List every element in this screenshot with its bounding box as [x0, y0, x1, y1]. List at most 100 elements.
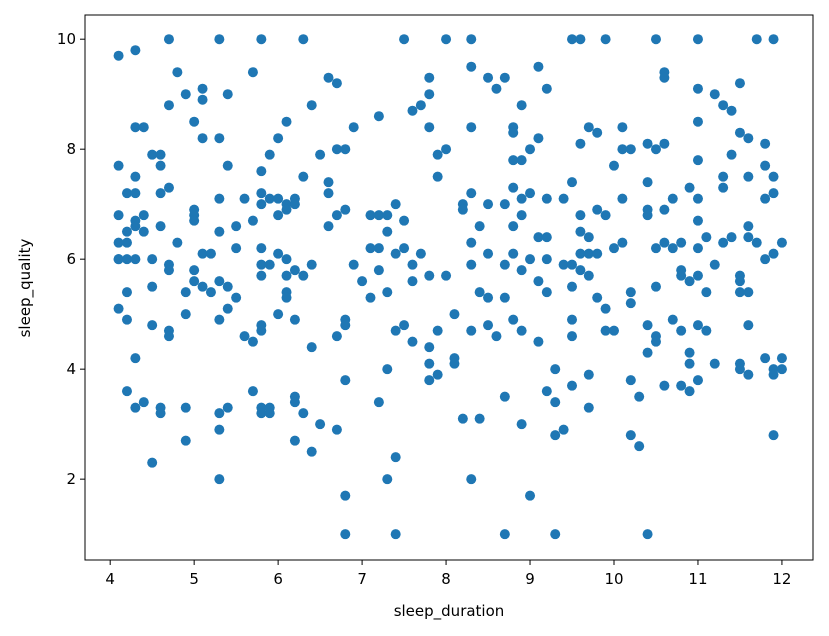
point — [113, 160, 124, 171]
point — [676, 270, 687, 281]
point — [466, 61, 477, 72]
point — [642, 320, 653, 331]
point — [189, 116, 200, 127]
point — [768, 248, 779, 259]
point — [113, 237, 124, 248]
point — [365, 292, 376, 303]
point — [483, 72, 494, 83]
point — [264, 149, 275, 160]
x-axis-label: sleep_duration — [394, 602, 505, 621]
point — [550, 430, 561, 441]
point — [205, 248, 216, 259]
point — [499, 259, 510, 270]
point — [407, 105, 418, 116]
point — [659, 72, 670, 83]
point — [390, 325, 401, 336]
point — [567, 380, 578, 391]
point — [541, 232, 552, 243]
point — [701, 232, 712, 243]
point — [424, 72, 435, 83]
point — [273, 248, 284, 259]
point — [625, 287, 636, 298]
point — [508, 182, 519, 193]
point — [331, 424, 342, 435]
point — [273, 210, 284, 221]
point — [743, 221, 754, 232]
point — [256, 325, 267, 336]
point — [197, 281, 208, 292]
point — [718, 182, 729, 193]
point — [214, 276, 225, 287]
point — [575, 265, 586, 276]
point — [147, 281, 158, 292]
point — [516, 210, 527, 221]
point — [583, 232, 594, 243]
point — [113, 50, 124, 61]
point — [608, 160, 619, 171]
point — [567, 259, 578, 270]
point — [667, 243, 678, 254]
point — [390, 452, 401, 463]
point — [567, 34, 578, 45]
point — [382, 287, 393, 298]
point — [348, 122, 359, 133]
point — [138, 122, 149, 133]
point — [575, 248, 586, 259]
point — [525, 490, 536, 501]
point — [592, 292, 603, 303]
point — [365, 210, 376, 221]
point — [474, 413, 485, 424]
point — [541, 287, 552, 298]
point — [491, 331, 502, 342]
point — [197, 248, 208, 259]
point — [247, 215, 258, 226]
point — [508, 155, 519, 166]
point — [743, 369, 754, 380]
point — [247, 336, 258, 347]
point — [155, 160, 166, 171]
point — [315, 419, 326, 430]
point — [768, 171, 779, 182]
point — [231, 221, 242, 232]
point — [340, 320, 351, 331]
point — [273, 193, 284, 204]
point — [163, 182, 174, 193]
point — [373, 210, 384, 221]
point — [180, 287, 191, 298]
point — [692, 215, 703, 226]
point — [508, 221, 519, 232]
point — [239, 331, 250, 342]
point — [214, 193, 225, 204]
point — [281, 270, 292, 281]
point — [776, 237, 787, 248]
point — [533, 61, 544, 72]
point — [642, 529, 653, 540]
point — [121, 237, 132, 248]
point — [197, 94, 208, 105]
point — [130, 221, 141, 232]
x-tick-label: 9 — [525, 570, 535, 588]
point — [306, 446, 317, 457]
point — [424, 89, 435, 100]
point — [331, 331, 342, 342]
point — [130, 353, 141, 364]
point — [399, 34, 410, 45]
point — [483, 292, 494, 303]
point — [424, 122, 435, 133]
point — [575, 226, 586, 237]
point — [247, 67, 258, 78]
y-tick-label: 2 — [66, 470, 76, 488]
point — [676, 237, 687, 248]
point — [298, 171, 309, 182]
point — [684, 276, 695, 287]
point — [768, 188, 779, 199]
point — [726, 149, 737, 160]
point — [625, 144, 636, 155]
point — [701, 325, 712, 336]
point — [214, 133, 225, 144]
point — [533, 133, 544, 144]
point — [558, 193, 569, 204]
point — [407, 259, 418, 270]
point — [298, 34, 309, 45]
point — [474, 287, 485, 298]
